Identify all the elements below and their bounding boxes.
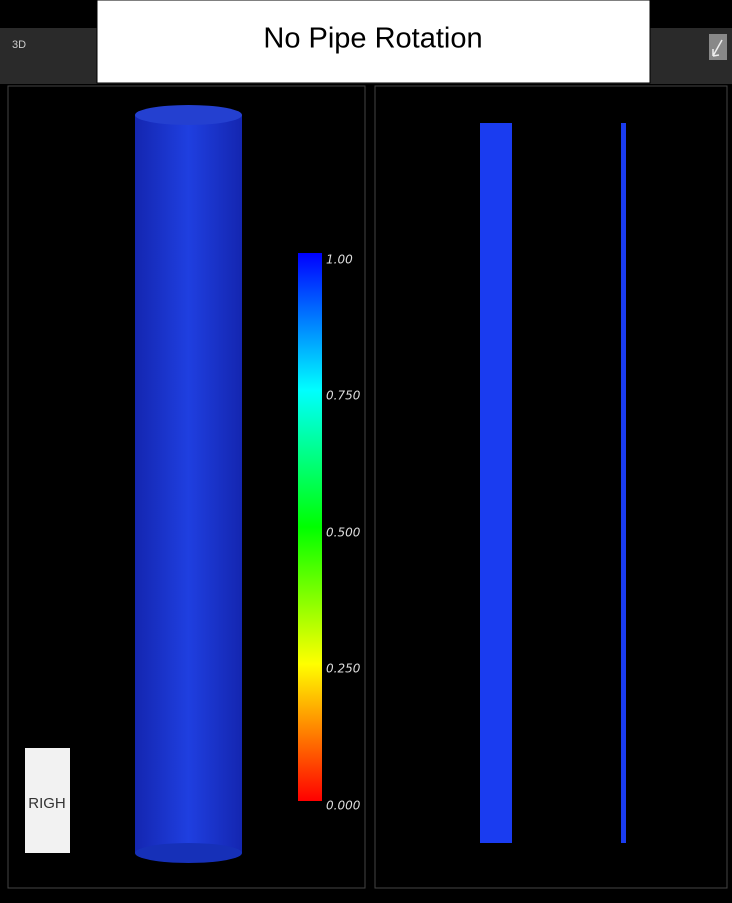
colorbar bbox=[298, 253, 322, 801]
tab-label[interactable]: 3D bbox=[12, 39, 26, 51]
viewer: 3D No Pipe Rotation 1.00 0.750 0.500 0.2… bbox=[0, 0, 732, 903]
colorbar-label: 1.00 bbox=[326, 253, 353, 267]
pipe-body bbox=[135, 115, 242, 853]
section-bar bbox=[480, 123, 512, 843]
colorbar-label: 0.000 bbox=[326, 799, 361, 813]
orientation-label: RIGH bbox=[28, 795, 66, 812]
colorbar-label: 0.750 bbox=[326, 389, 361, 403]
right-panel bbox=[375, 86, 727, 888]
page: {"window": {"tab": "3D", "title": "No Pi… bbox=[0, 0, 732, 903]
colorbar-label: 0.250 bbox=[326, 662, 361, 676]
title: No Pipe Rotation bbox=[263, 23, 482, 55]
colorbar-label: 0.500 bbox=[326, 526, 361, 540]
pipe-bottom bbox=[135, 843, 242, 863]
section-line bbox=[621, 123, 626, 843]
pipe-top bbox=[135, 105, 242, 125]
